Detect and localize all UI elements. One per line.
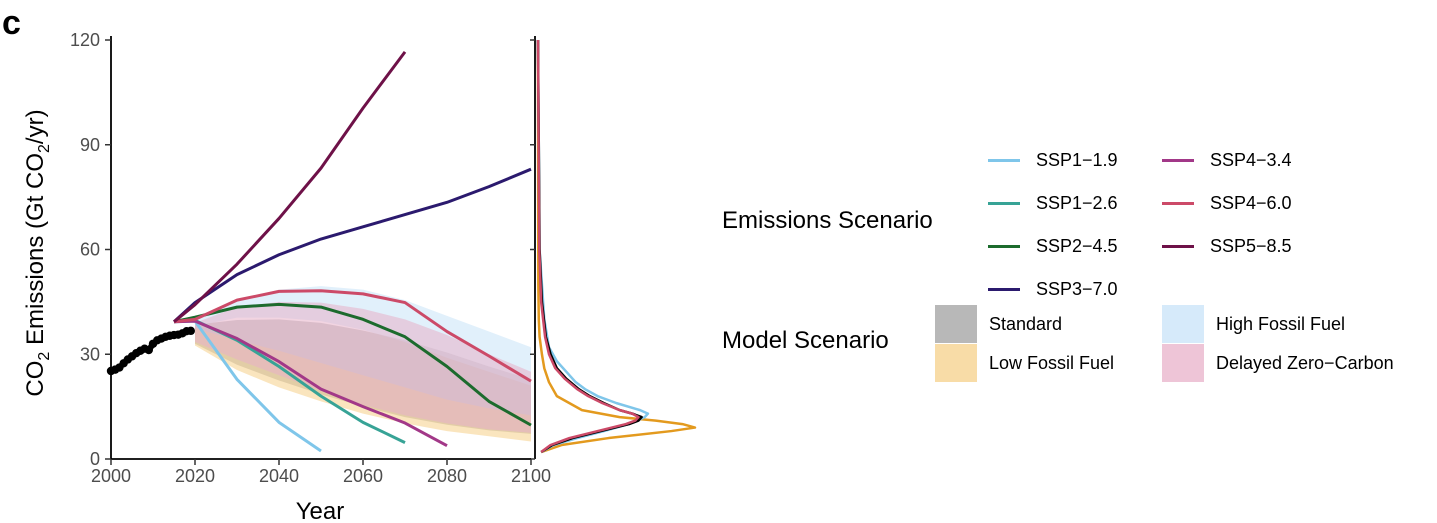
legend-swatch (988, 159, 1020, 162)
panel-label: c (2, 4, 21, 42)
legend-label: High Fossil Fuel (1216, 313, 1346, 334)
legend-item-ssp1-2-6: SSP1−2.6 (988, 193, 1118, 214)
series-line-ssp2-4-5 (173, 302, 532, 427)
ssp-series (172, 50, 532, 453)
y-tick-label: 0 (90, 449, 100, 469)
historical-series (106, 326, 195, 376)
legend-swatch (1162, 159, 1194, 162)
density-curve-low-fossil-fuel (536, 39, 697, 454)
legend-item-ssp5-8-5: SSP5−8.5 (1162, 236, 1292, 257)
legend-swatch (988, 202, 1020, 205)
legend-label: SSP2−4.5 (1036, 236, 1118, 256)
legend-swatch (988, 245, 1020, 248)
axes: 2000 2020 2040 2060 2080 2100 0 30 60 90 120 (70, 30, 551, 486)
x-tick-label: 2080 (427, 466, 467, 486)
y-tick-label: 60 (80, 240, 100, 260)
legend-swatch (1162, 305, 1204, 343)
legend-label: Low Fossil Fuel (989, 352, 1115, 373)
series-line-ssp4-6-0 (173, 289, 532, 383)
legend-swatch (1162, 245, 1194, 248)
legend-swatch (935, 305, 977, 343)
legend-label: Standard (989, 313, 1063, 334)
y-axis-title: CO2 Emissions (Gt CO2/yr) (22, 109, 53, 396)
series-line-ssp3-7-0 (172, 167, 532, 323)
x-axis-title: Year (296, 498, 345, 523)
x-tick-label: 2040 (259, 466, 299, 486)
legend-item-ssp1-1-9: SSP1−1.9 (988, 150, 1118, 171)
emissions-legend-title: Emissions Scenario (722, 207, 933, 234)
legend-label: SSP3−7.0 (1036, 279, 1118, 299)
legend-swatch (1162, 344, 1204, 382)
legend-swatch (935, 344, 977, 382)
x-tick-label: 2060 (343, 466, 383, 486)
legend-item-delayed-zero-carbon: Delayed Zero−Carbon (1162, 344, 1394, 382)
density-panel (530, 36, 697, 460)
legend-item-ssp2-4-5: SSP2−4.5 (988, 236, 1118, 257)
x-tick-label: 2020 (175, 466, 215, 486)
scenario-bands (195, 286, 531, 442)
model-legend-title: Model Scenario (722, 327, 889, 354)
density-curve-delayed-zero-carbon (536, 39, 640, 454)
legend-label: SSP4−6.0 (1210, 193, 1292, 213)
x-tick-label: 2000 (91, 466, 131, 486)
legend-label: Delayed Zero−Carbon (1216, 352, 1394, 373)
legend-label: SSP4−3.4 (1210, 150, 1292, 170)
legend-item-low-fossil-fuel: Low Fossil Fuel (935, 344, 1114, 382)
x-tick-label: 2100 (511, 466, 551, 486)
legend-label: SSP1−1.9 (1036, 150, 1118, 170)
historical-point (186, 326, 195, 336)
y-tick-label: 90 (80, 135, 100, 155)
historical-point (144, 345, 153, 355)
legend-label: SSP1−2.6 (1036, 193, 1118, 213)
legend-swatch (988, 288, 1020, 291)
legend-item-ssp3-7-0: SSP3−7.0 (988, 279, 1118, 300)
y-tick-label: 30 (80, 344, 100, 364)
legend-label: SSP5−8.5 (1210, 236, 1292, 256)
legend-swatch (1162, 202, 1194, 205)
series-line-ssp4-3-4 (173, 319, 448, 448)
band-delayed-zero-carbon (195, 301, 531, 433)
series-line-ssp5-8-5 (173, 50, 407, 323)
legend-item-standard: Standard (935, 305, 1062, 343)
legend-item-high-fossil-fuel: High Fossil Fuel (1162, 305, 1345, 343)
y-tick-label: 120 (70, 30, 100, 50)
legend-item-ssp4-6-0: SSP4−6.0 (1162, 193, 1292, 214)
legend-item-ssp4-3-4: SSP4−3.4 (1162, 150, 1292, 171)
